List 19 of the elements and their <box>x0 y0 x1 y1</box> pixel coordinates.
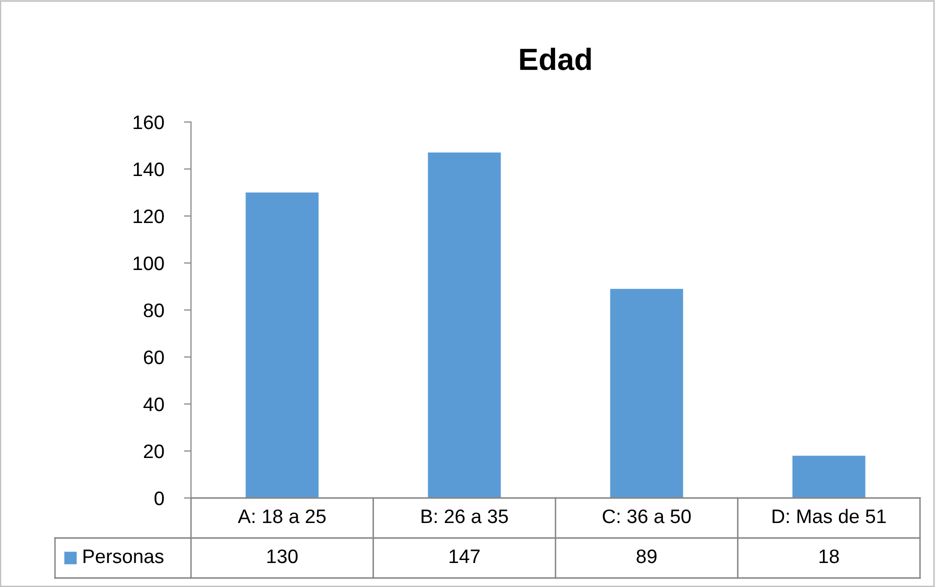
y-tick-label: 140 <box>134 162 164 176</box>
y-tick-label: 60 <box>144 350 164 364</box>
y-tick-label: 0 <box>154 491 164 506</box>
x-tick-label: D: Mas de 51 <box>772 508 886 524</box>
y-tick-label: 40 <box>143 397 164 412</box>
legend-label: Personas <box>84 550 164 564</box>
data-label: 130 <box>267 549 298 564</box>
x-tick-label: A: 18 a 25 <box>238 509 326 524</box>
data-label: 89 <box>636 549 657 564</box>
x-tick-label: B: 26 a 35 <box>422 509 508 524</box>
chart-title: Edad <box>520 48 591 70</box>
y-tick-label: 160 <box>134 115 164 130</box>
data-label: 18 <box>820 549 839 564</box>
y-tick-label: 20 <box>144 444 164 458</box>
y-tick-label: 120 <box>134 209 164 224</box>
x-tick-label: C: 36 a 50 <box>602 509 691 524</box>
y-tick-label: 100 <box>134 256 164 270</box>
data-label: 147 <box>450 550 480 564</box>
y-tick-label: 80 <box>144 303 164 318</box>
